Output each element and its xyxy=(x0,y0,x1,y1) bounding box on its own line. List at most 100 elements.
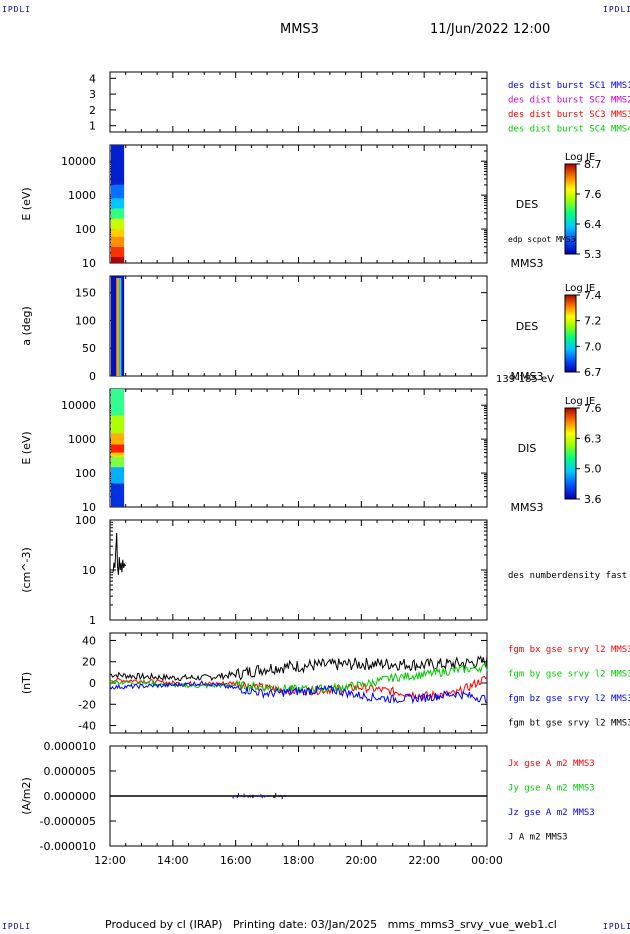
y-tick-label: 1 xyxy=(89,120,96,133)
y-tick-label: 0.000000 xyxy=(44,790,97,803)
panel-label: DIS xyxy=(518,442,537,455)
spectrogram-cell xyxy=(111,389,125,416)
panel-frame xyxy=(109,71,488,133)
colorbar-tick-label: 5.3 xyxy=(584,248,602,261)
panel-label: DES xyxy=(516,320,538,333)
spectrogram-cell xyxy=(111,246,125,258)
panel-frame xyxy=(109,519,488,621)
spectrogram-cell xyxy=(111,198,125,209)
y-tick-label: 4 xyxy=(89,72,96,85)
colorbar-tick-label: 7.6 xyxy=(584,188,602,201)
colorbar xyxy=(564,163,577,255)
x-tick-label: 22:00 xyxy=(408,854,440,867)
y-tick-label: 2 xyxy=(89,104,96,117)
fgm-trace-2 xyxy=(109,680,488,705)
spectrogram-cell xyxy=(111,229,125,237)
y-axis-label: (A/m2) xyxy=(20,777,33,815)
corner-mark-tl: IPDLI xyxy=(2,5,32,14)
legend-entry: Jy gse A m2 MMS3 xyxy=(508,784,595,794)
corner-mark-bl: IPDLI xyxy=(2,922,32,931)
y-tick-label: 20 xyxy=(82,656,96,669)
footer-text: Produced by cl (IRAP) Printing date: 03/… xyxy=(105,918,557,931)
y-tick-label: 100 xyxy=(75,514,96,527)
y-tick-label: 100 xyxy=(75,223,96,236)
spectrogram-cell xyxy=(111,467,125,484)
spectrogram-cell xyxy=(111,452,125,457)
y-tick-label: -0.000010 xyxy=(40,840,96,853)
colorbar-tick-label: 6.7 xyxy=(584,366,602,379)
panel-label: DES xyxy=(516,198,538,211)
spectrogram-cell xyxy=(111,208,125,219)
colorbar xyxy=(564,294,577,373)
y-tick-label: 10000 xyxy=(61,155,96,168)
fgm-trace-3 xyxy=(109,655,488,682)
spectrogram-cell xyxy=(116,278,120,376)
spectrogram-cell xyxy=(111,444,125,453)
y-tick-label: -40 xyxy=(78,720,96,733)
x-tick-label: 14:00 xyxy=(157,854,189,867)
y-tick-label: 0.000010 xyxy=(44,740,97,753)
spectrogram-cell xyxy=(111,145,125,185)
y-tick-label: 50 xyxy=(82,342,96,355)
spectrogram-cell xyxy=(119,278,122,376)
y-axis-label: (nT) xyxy=(20,672,33,694)
spectrogram-cell xyxy=(111,236,125,247)
colorbar-tick-label: 6.4 xyxy=(584,218,602,231)
y-tick-label: 10 xyxy=(82,501,96,514)
legend-entry: fgm by gse srvy l2 MMS3 xyxy=(508,670,630,680)
y-tick-label: 1000 xyxy=(68,189,96,202)
y-tick-label: 100 xyxy=(75,314,96,327)
x-tick-label: 20:00 xyxy=(345,854,377,867)
x-tick-label: 00:00 xyxy=(471,854,503,867)
panel-sublabel: MMS3 xyxy=(511,257,544,270)
y-tick-label: 100 xyxy=(75,467,96,480)
colorbar xyxy=(564,407,577,500)
x-tick-label: 12:00 xyxy=(94,854,126,867)
y-tick-label: 0 xyxy=(89,370,96,383)
legend-entry: des dist burst SC1 MMS1 xyxy=(508,81,630,91)
y-tick-label: 150 xyxy=(75,287,96,300)
y-tick-label: 10000 xyxy=(61,399,96,412)
panel-frame xyxy=(109,144,488,264)
colorbar-tick-label: 7.0 xyxy=(584,340,602,353)
y-tick-label: -20 xyxy=(78,698,96,711)
corner-mark-br: IPDLI xyxy=(603,922,630,931)
colorbar-tick-label: 8.7 xyxy=(584,158,602,171)
legend-entry: fgm bt gse srvy l2 MMS3 xyxy=(508,719,630,729)
spectrogram-cell xyxy=(111,433,125,445)
plot-datetime: 11/Jun/2022 12:00 xyxy=(430,22,551,37)
legend-entry: fgm bz gse srvy l2 MMS3 xyxy=(508,694,630,704)
plot-title: MMS3 xyxy=(280,22,319,37)
colorbar-tick-label: 5.0 xyxy=(584,463,602,476)
legend-entry: Jz gse A m2 MMS3 xyxy=(508,808,595,818)
y-axis-label: a (deg) xyxy=(20,306,33,346)
legend-entry: des dist burst SC3 MMS3 xyxy=(508,110,630,120)
panel-sublabel: MMS3 xyxy=(511,370,544,383)
spectrogram-cell xyxy=(111,456,125,468)
colorbar-tick-label: 7.2 xyxy=(584,315,602,328)
y-tick-label: 1 xyxy=(89,614,96,627)
y-tick-label: -0.000005 xyxy=(40,815,96,828)
legend-entry: des dist burst SC2 MMS2 xyxy=(508,96,630,106)
y-tick-label: 10 xyxy=(82,257,96,270)
y-axis-label: (cm^-3) xyxy=(20,547,33,593)
spectrogram-cell xyxy=(111,218,125,230)
panel-frame xyxy=(109,275,488,377)
corner-mark-tr: IPDLI xyxy=(603,5,630,14)
colorbar-tick-label: 7.4 xyxy=(584,289,602,302)
panel-frame xyxy=(109,388,488,508)
legend-entry: J A m2 MMS3 xyxy=(508,833,568,843)
spectrogram-cell xyxy=(111,483,125,507)
colorbar-tick-label: 7.6 xyxy=(584,402,602,415)
y-tick-label: 3 xyxy=(89,88,96,101)
legend-entry: Jx gse A m2 MMS3 xyxy=(508,759,595,769)
spectrogram-cell xyxy=(111,184,125,199)
x-tick-label: 16:00 xyxy=(220,854,252,867)
spectrogram-cell xyxy=(111,415,125,434)
spectrogram-cell xyxy=(111,257,125,263)
density-trace xyxy=(112,532,126,575)
y-tick-label: 40 xyxy=(82,634,96,647)
y-axis-label: E (eV) xyxy=(20,431,33,464)
legend-entry: des dist burst SC4 MMS4 xyxy=(508,125,630,135)
